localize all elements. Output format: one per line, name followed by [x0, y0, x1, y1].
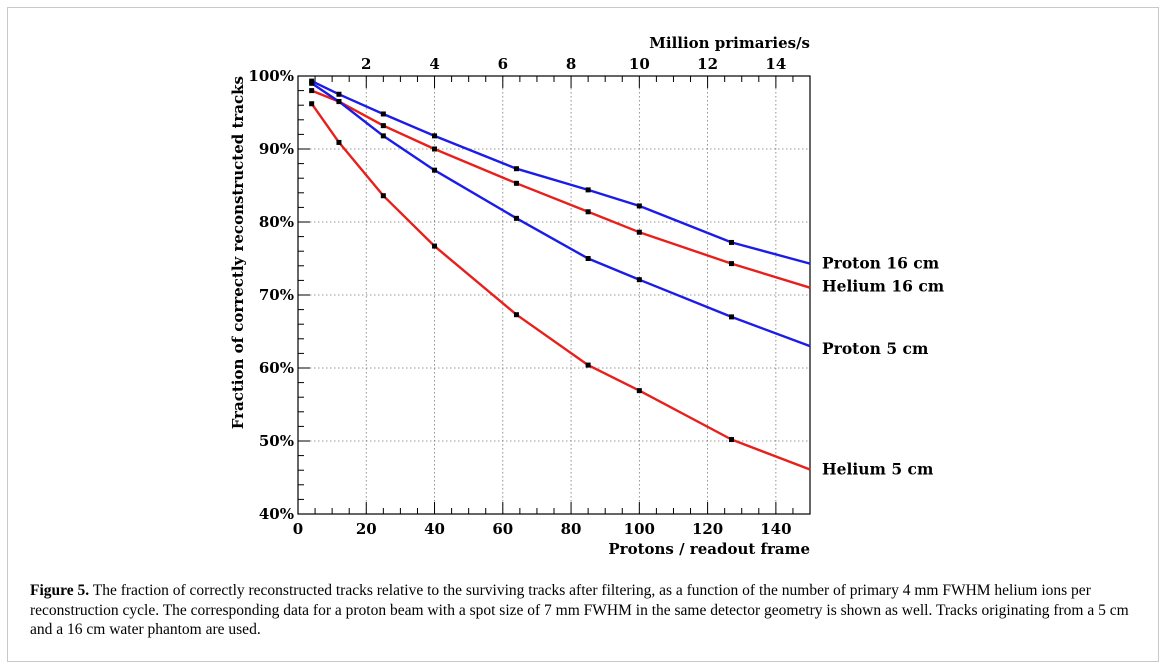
x-tick-label: 80 [561, 520, 582, 538]
x2-tick-label: 12 [697, 55, 718, 73]
x-tick-label: 140 [760, 520, 791, 538]
y-tick-label: 80% [259, 213, 294, 231]
series-label-helium-16-cm: Helium 16 cm [822, 277, 945, 296]
x-tick-label: 60 [492, 520, 513, 538]
x2-tick-label: 2 [361, 55, 371, 73]
y-tick-label: 60% [259, 359, 294, 377]
y-tick-label: 50% [259, 432, 294, 450]
data-point-proton-5-cm [309, 80, 315, 86]
series-label-proton-5-cm: Proton 5 cm [822, 339, 929, 358]
data-point-helium-16-cm [585, 209, 591, 215]
data-point-helium-16-cm [380, 123, 386, 129]
x2-tick-label: 10 [629, 55, 650, 73]
data-point-helium-16-cm [432, 146, 438, 152]
caption-text: The fraction of correctly reconstructed … [30, 582, 1129, 638]
data-point-helium-5-cm [380, 193, 386, 199]
data-point-proton-16-cm [432, 133, 438, 139]
series-line-proton-16-cm [311, 80, 811, 265]
x2-tick-label: 6 [498, 55, 508, 73]
data-point-proton-5-cm [636, 277, 642, 283]
x-tick-label: 0 [293, 520, 303, 538]
data-point-proton-5-cm [380, 133, 386, 139]
figure-frame: 0 20 40 60 80 100 120 140 2 4 6 8 10 12 14 40% 50% 60% 70%… [7, 7, 1159, 662]
data-point-helium-5-cm [432, 243, 438, 249]
data-point-helium-5-cm [513, 312, 519, 318]
y-tick-label: 90% [259, 140, 294, 158]
series-line-helium-5-cm [310, 103, 811, 471]
x-axis-title: Protons / readout frame [608, 540, 810, 558]
x2-tick-label: 14 [765, 55, 786, 73]
line-chart: 0 20 40 60 80 100 120 140 2 4 6 8 10 12 14 40% 50% 60% 70%… [229, 34, 945, 558]
data-point-proton-16-cm [513, 166, 519, 172]
series-label-helium-5-cm: Helium 5 cm [822, 459, 934, 478]
data-point-proton-5-cm [585, 256, 591, 261]
data-point-helium-5-cm [728, 437, 734, 443]
x2-tick-label: 4 [429, 55, 439, 73]
data-point-proton-16-cm [380, 111, 386, 117]
data-point-helium-5-cm [585, 362, 591, 368]
series-line-proton-5-cm [311, 82, 811, 348]
data-point-proton-16-cm [585, 187, 591, 193]
y-tick-label: 70% [259, 286, 294, 304]
x-tick-label: 40 [424, 520, 445, 538]
data-point-helium-16-cm [728, 261, 734, 267]
data-point-helium-16-cm [309, 88, 315, 94]
data-point-proton-5-cm [336, 99, 342, 105]
data-point-helium-5-cm [636, 388, 642, 394]
x2-tick-label: 8 [566, 55, 576, 73]
data-point-proton-16-cm [336, 91, 342, 97]
data-point-helium-16-cm [636, 229, 642, 235]
y-tick-label: 40% [259, 505, 294, 523]
data-point-proton-5-cm [513, 215, 519, 221]
x-tick-label: 100 [624, 520, 655, 538]
series-label-proton-16-cm: Proton 16 cm [822, 254, 940, 273]
y-axis-title: Fraction of correctly reconstructed trac… [229, 76, 247, 429]
data-point-proton-5-cm [432, 167, 438, 173]
series-line-helium-16-cm [311, 89, 811, 289]
data-point-helium-5-cm [309, 101, 315, 107]
data-point-proton-5-cm [728, 314, 734, 320]
data-point-proton-16-cm [728, 239, 734, 245]
caption-label: Figure 5. [30, 582, 90, 599]
x-tick-label: 20 [356, 520, 377, 538]
data-point-helium-16-cm [513, 180, 519, 186]
figure-caption: Figure 5. The fraction of correctly reco… [30, 581, 1150, 640]
y-tick-label: 100% [248, 67, 294, 85]
data-point-helium-5-cm [336, 139, 342, 145]
x2-axis-title: Million primaries/s [649, 34, 810, 52]
data-point-proton-16-cm [636, 203, 642, 209]
x-tick-label: 120 [692, 520, 723, 538]
